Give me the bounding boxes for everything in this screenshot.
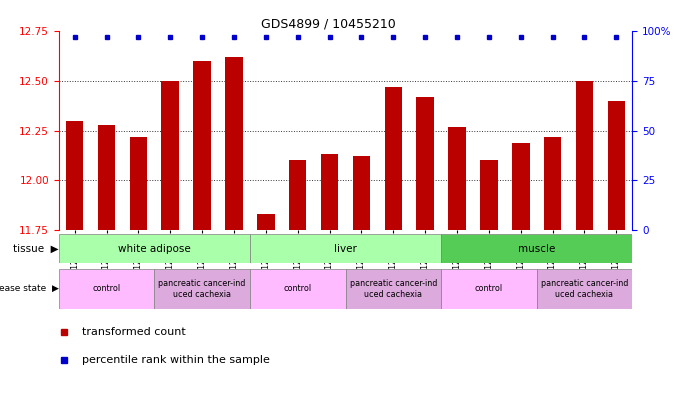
Text: transformed count: transformed count xyxy=(82,327,185,337)
Bar xyxy=(576,81,594,230)
Bar xyxy=(257,214,274,230)
Bar xyxy=(130,137,147,230)
Bar xyxy=(250,269,346,309)
Text: pancreatic cancer-ind
uced cachexia: pancreatic cancer-ind uced cachexia xyxy=(541,279,628,299)
Bar xyxy=(162,81,179,230)
Bar xyxy=(225,57,243,230)
Bar xyxy=(66,121,84,230)
Bar xyxy=(544,137,561,230)
Bar xyxy=(607,101,625,230)
Bar xyxy=(384,87,402,230)
Text: tissue  ▶: tissue ▶ xyxy=(13,244,59,253)
Text: white adipose: white adipose xyxy=(118,244,191,253)
Title: GDS4899 / 10455210: GDS4899 / 10455210 xyxy=(261,17,396,30)
Bar xyxy=(448,127,466,230)
Text: liver: liver xyxy=(334,244,357,253)
Bar xyxy=(289,160,307,230)
Bar xyxy=(441,234,632,263)
Bar xyxy=(250,234,441,263)
Bar xyxy=(193,61,211,230)
Text: control: control xyxy=(283,285,312,293)
Bar xyxy=(59,269,154,309)
Text: muscle: muscle xyxy=(518,244,556,253)
Bar xyxy=(352,156,370,230)
Text: disease state  ▶: disease state ▶ xyxy=(0,285,59,293)
Text: pancreatic cancer-ind
uced cachexia: pancreatic cancer-ind uced cachexia xyxy=(350,279,437,299)
Text: control: control xyxy=(475,285,503,293)
Bar xyxy=(537,269,632,309)
Bar xyxy=(441,269,537,309)
Bar xyxy=(321,154,339,230)
Bar xyxy=(97,125,115,230)
Bar xyxy=(154,269,250,309)
Bar xyxy=(59,234,250,263)
Bar xyxy=(512,143,529,230)
Bar xyxy=(346,269,441,309)
Text: pancreatic cancer-ind
uced cachexia: pancreatic cancer-ind uced cachexia xyxy=(158,279,246,299)
Text: percentile rank within the sample: percentile rank within the sample xyxy=(82,354,269,365)
Text: control: control xyxy=(93,285,121,293)
Bar xyxy=(480,160,498,230)
Bar xyxy=(417,97,434,230)
